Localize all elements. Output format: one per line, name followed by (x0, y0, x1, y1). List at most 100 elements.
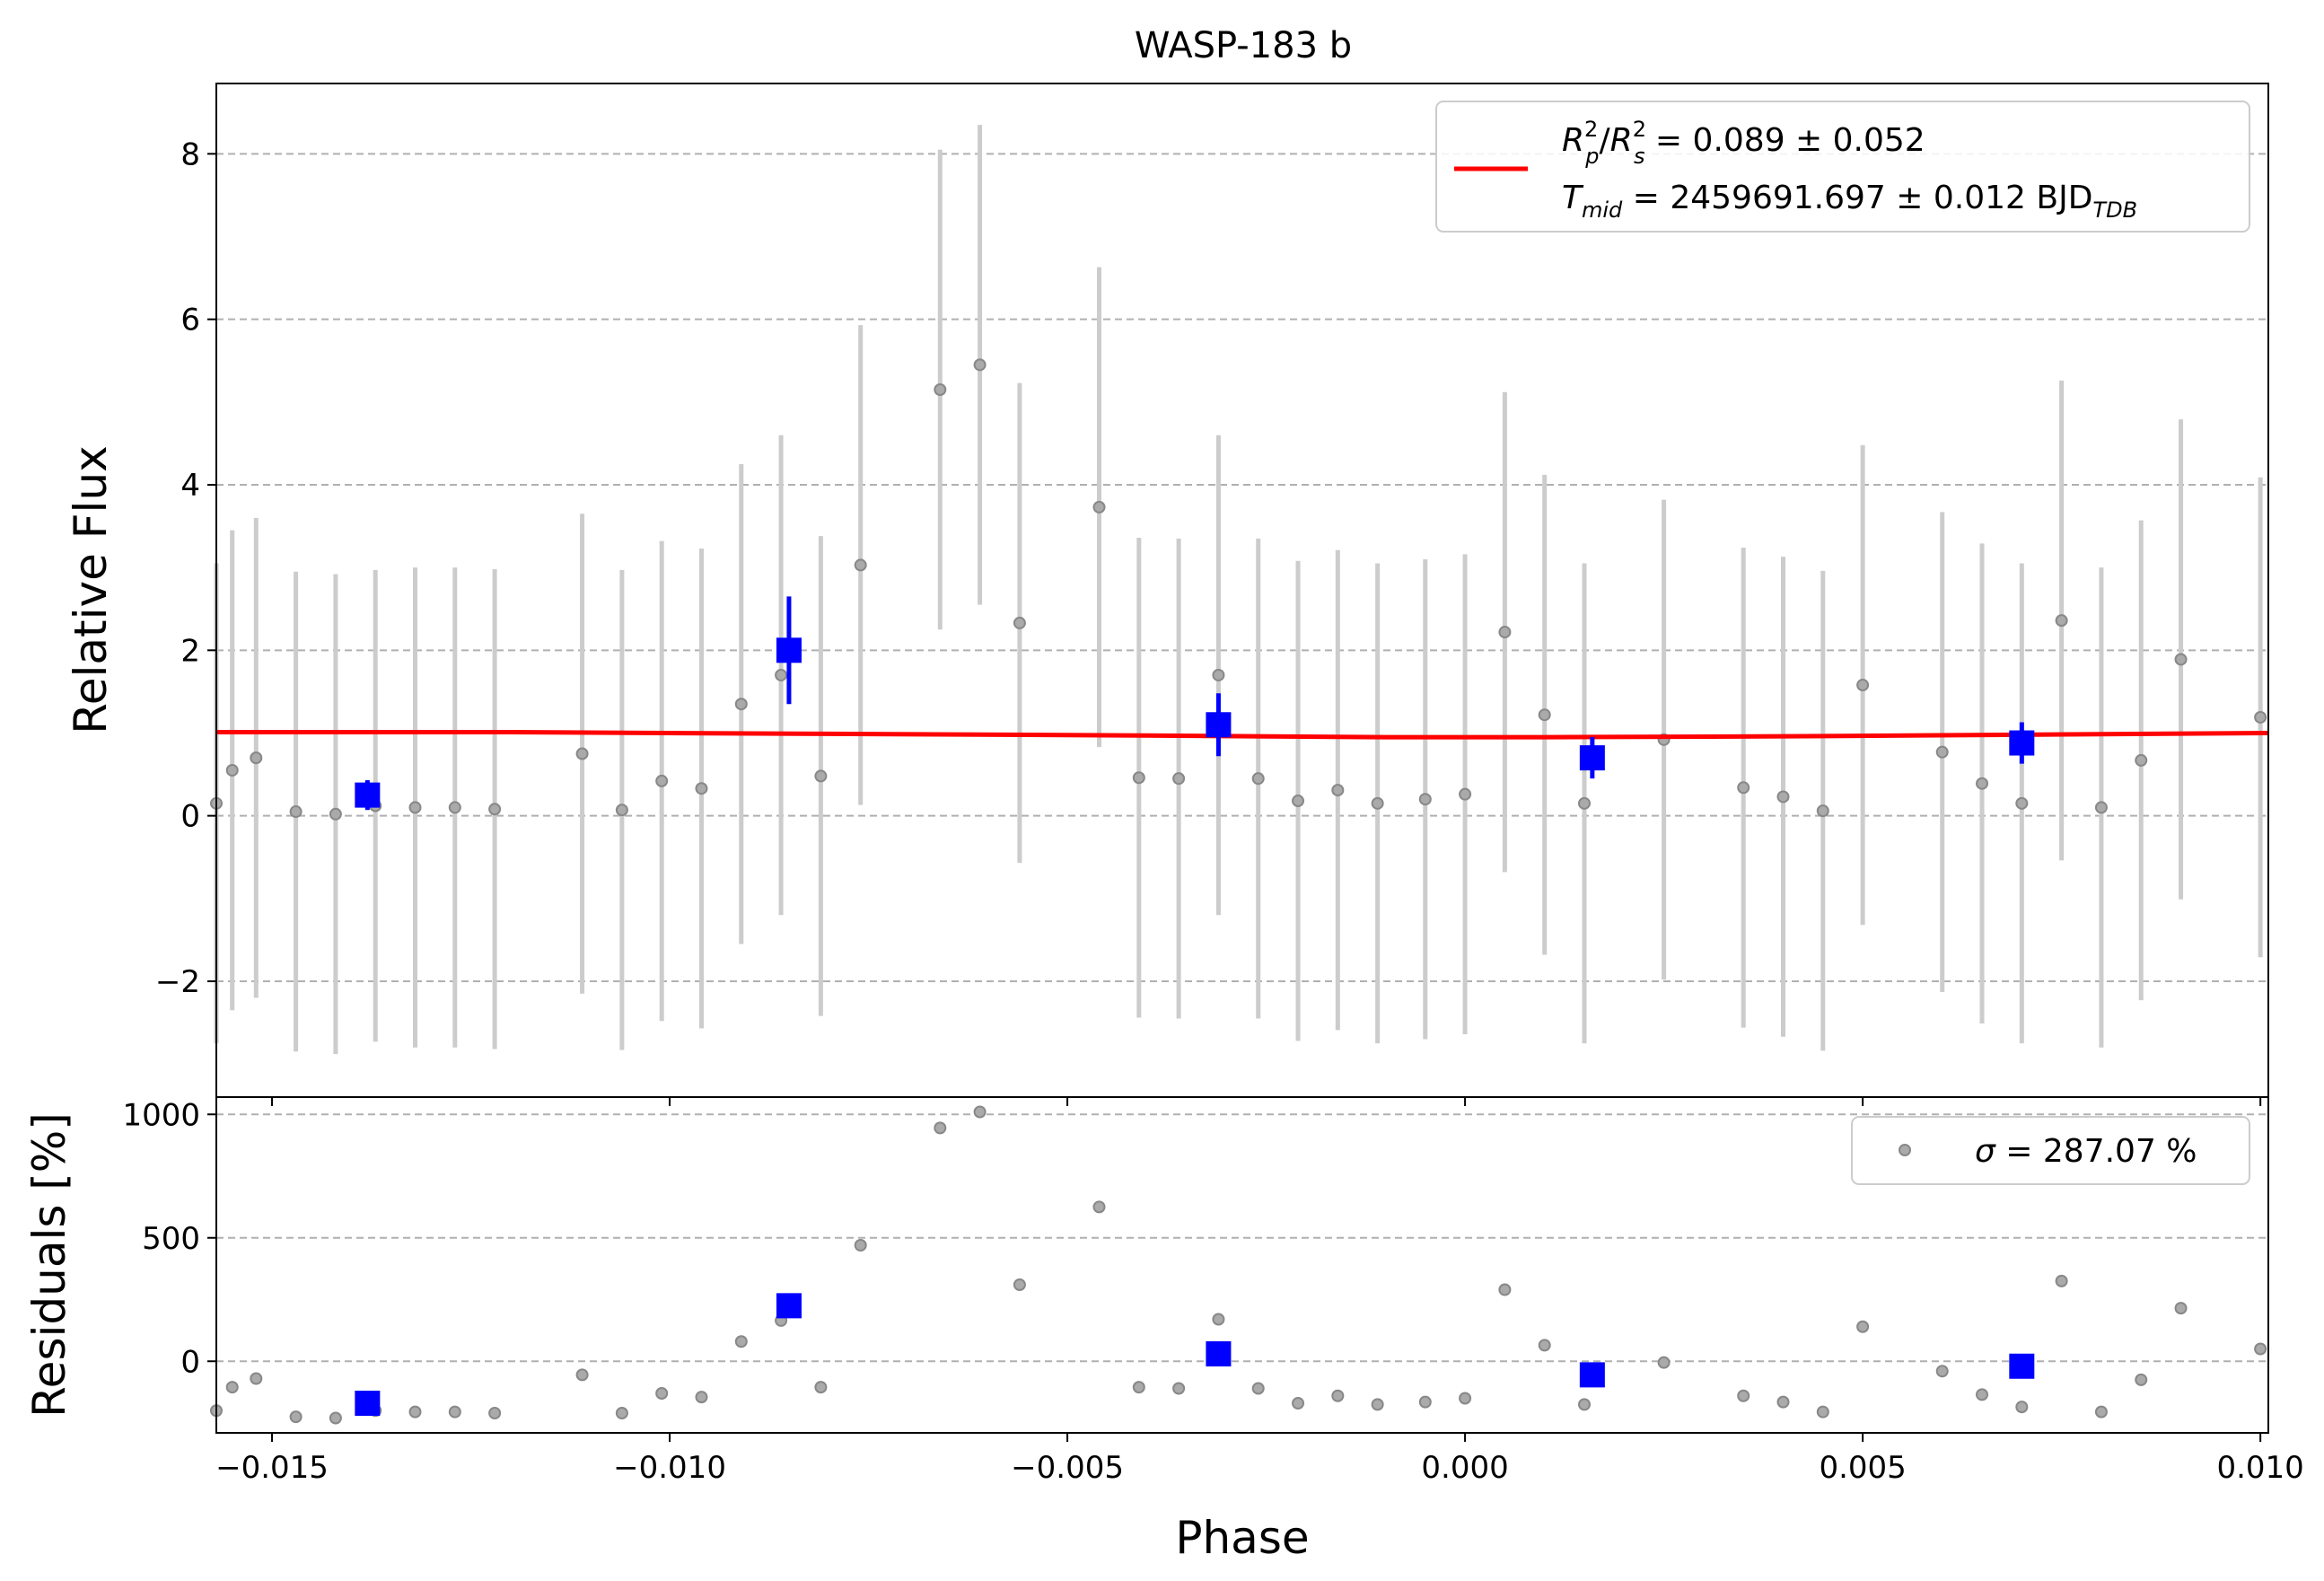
flux-raw-point (289, 805, 303, 819)
flux-raw-point (408, 801, 422, 814)
residuals-raw-point (734, 1335, 748, 1348)
residuals-raw-point (615, 1407, 628, 1419)
flux-raw-point (250, 751, 263, 765)
residuals-plot-frame (215, 1096, 2269, 1434)
residuals-binned-point (355, 1391, 381, 1416)
residuals-y-tick-label: 500 (142, 1221, 200, 1257)
flux-model-line (216, 730, 2269, 740)
residuals-raw-point (250, 1372, 263, 1385)
flux-raw-point (1578, 796, 1591, 810)
residuals-raw-point (1776, 1395, 1790, 1409)
residuals-y-ticks: 0 500 1000 (122, 1097, 216, 1380)
residuals-legend: σ = 287.07 % (1851, 1116, 2250, 1185)
residuals-raw-point (1538, 1339, 1551, 1352)
flux-raw-point (2015, 796, 2029, 810)
flux-raw-point (1498, 626, 1512, 639)
flux-binned-point (1579, 745, 1605, 771)
residuals-legend-marker (1899, 1144, 1911, 1156)
residuals-raw-point (448, 1405, 461, 1419)
flux-raw-point (1935, 745, 1949, 759)
residuals-raw-point (695, 1391, 708, 1404)
residuals-raw-point (973, 1105, 987, 1119)
residuals-y-axis-label: Residuals [%] (23, 1112, 75, 1418)
flux-model (216, 730, 2269, 740)
rs-sup: 2 (1633, 117, 1646, 142)
flux-raw-point (655, 774, 669, 787)
residuals-raw-point (655, 1387, 669, 1400)
residuals-raw-point (1737, 1389, 1750, 1402)
flux-y-tick-label: 0 (180, 799, 200, 835)
residuals-raw-point (814, 1381, 828, 1394)
residuals-raw-point (1418, 1395, 1432, 1409)
residuals-raw-point (575, 1368, 589, 1382)
residuals-raw-point (2094, 1405, 2108, 1419)
residuals-raw-point (2174, 1302, 2188, 1315)
residuals-raw-point (1172, 1382, 1186, 1395)
rp-sub: p (1584, 144, 1599, 169)
residuals-raw-point (934, 1121, 947, 1135)
flux-raw-point (1371, 796, 1384, 810)
flux-raw-point (615, 804, 628, 817)
flux-raw-point (1776, 790, 1790, 804)
rs-sub: s (1634, 144, 1645, 169)
residuals-grid (216, 1113, 2268, 1363)
flux-raw-point (814, 769, 828, 783)
rp-slash: / (1600, 122, 1611, 159)
flux-y-axis-label: Relative Flux (65, 445, 117, 733)
t-unit-sub: TDB (2092, 198, 2137, 223)
residuals-raw-point (1976, 1388, 1989, 1401)
residuals-raw-point (1013, 1278, 1026, 1291)
residuals-raw-point (329, 1411, 342, 1425)
residuals-raw-point (2254, 1342, 2267, 1356)
flux-raw-point (1459, 787, 1472, 801)
x-tick-label: 0.010 (2216, 1450, 2303, 1486)
flux-raw-point (854, 558, 867, 572)
residuals-raw-point (1092, 1200, 1106, 1214)
flux-raw-point (1538, 708, 1551, 722)
flux-y-tick-label: 4 (180, 468, 200, 504)
flux-binned-point (2009, 730, 2035, 756)
residuals-raw-point (408, 1405, 422, 1419)
residuals-raw-point (1816, 1405, 1829, 1419)
flux-legend-radius-ratio: R2 p/R2 s = 0.089 ± 0.052 (1562, 117, 1925, 169)
residuals-binned-points (355, 1293, 2035, 1416)
residuals-raw-point (1935, 1365, 1949, 1378)
x-tick-label: 0.005 (1819, 1450, 1906, 1486)
chart-title: WASP-183 b (1135, 25, 1352, 66)
residuals-y-tick-label: 1000 (122, 1097, 200, 1133)
residuals-binned-point (2009, 1353, 2035, 1379)
flux-raw-point (2174, 653, 2188, 666)
flux-raw-point (1737, 781, 1750, 795)
residuals-raw-point (1331, 1389, 1345, 1402)
flux-raw-point (1172, 772, 1186, 786)
flux-binned-point (1206, 712, 1232, 738)
rp-symbol: R (1562, 122, 1584, 159)
residuals-binned-point (1579, 1362, 1605, 1388)
flux-binned-points (355, 596, 2035, 811)
flux-legend-box (1435, 101, 2250, 233)
residuals-raw-point (1212, 1313, 1225, 1326)
flux-raw-point (1212, 668, 1225, 681)
residuals-binned-point (776, 1293, 802, 1319)
flux-raw-point (1013, 616, 1026, 629)
residuals-raw-point (1251, 1382, 1265, 1395)
residuals-raw-point (1856, 1320, 1870, 1333)
flux-raw-point (329, 807, 342, 821)
rs-symbol: R (1610, 122, 1633, 159)
flux-raw-point (1331, 784, 1345, 797)
x-axis-label: Phase (1175, 1512, 1309, 1564)
flux-raw-point (1251, 772, 1265, 786)
residuals-raw-point (1657, 1356, 1671, 1369)
flux-raw-point (225, 763, 239, 777)
flux-raw-point (695, 782, 708, 795)
residuals-raw-point (2135, 1373, 2148, 1386)
residuals-y-tick-label: 0 (180, 1344, 200, 1380)
flux-raw-point (775, 668, 788, 681)
residuals-raw-point (488, 1407, 502, 1419)
residuals-raw-point (1498, 1283, 1512, 1296)
residuals-legend-sigma: σ = 287.07 % (1975, 1133, 2197, 1170)
flux-raw-point (448, 801, 461, 814)
residuals-raw-point (225, 1381, 239, 1394)
flux-binned-point (355, 782, 381, 808)
